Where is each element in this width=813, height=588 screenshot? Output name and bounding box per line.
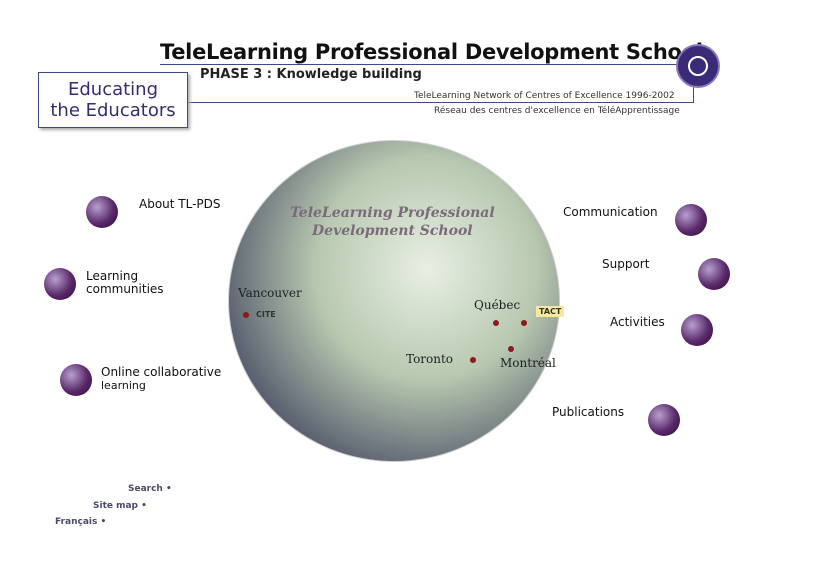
city-toronto[interactable]: Toronto <box>406 352 454 366</box>
publications-ball-icon[interactable] <box>648 404 680 436</box>
phase-subtitle: PHASE 3 : Knowledge building <box>200 67 422 82</box>
nav-support[interactable]: Support <box>602 257 650 271</box>
activities-ball-icon[interactable] <box>681 314 713 346</box>
learning-ball-icon[interactable] <box>44 268 76 300</box>
badge-line2: the Educators <box>50 100 176 121</box>
telelearning-logo <box>676 44 720 88</box>
city-montreal[interactable]: Montréal <box>500 356 556 370</box>
globe-title-2: Development School <box>312 223 473 239</box>
montreal-dot <box>508 346 514 352</box>
nav-publications[interactable]: Publications <box>552 405 625 419</box>
nav-learning-1: Learning <box>86 269 139 283</box>
city-vancouver[interactable]: Vancouver <box>238 286 302 300</box>
globe-title: TeleLearning Professional Development Sch… <box>290 204 495 240</box>
site-title: TeleLearning Professional Development Sc… <box>160 40 703 64</box>
online-ball-icon[interactable] <box>60 364 92 396</box>
tact-dot <box>521 320 527 326</box>
cite-label[interactable]: CITE <box>256 310 276 319</box>
toronto-dot <box>470 357 476 363</box>
footer-sitemap[interactable]: Site map • <box>93 501 147 511</box>
educating-badge[interactable]: Educating the Educators <box>38 72 188 128</box>
nav-activities[interactable]: Activities <box>610 315 665 329</box>
nav-learning-2: communities <box>86 282 164 296</box>
quebec-dot <box>493 320 499 326</box>
nav-online-2: learning <box>101 379 146 392</box>
city-quebec[interactable]: Québec <box>474 298 521 312</box>
nav-about[interactable]: About TL-PDS <box>139 197 221 211</box>
about-ball-icon[interactable] <box>86 196 118 228</box>
nav-online-collaborative[interactable]: Online collaborative learning <box>101 365 222 393</box>
support-ball-icon[interactable] <box>698 258 730 290</box>
badge-line1: Educating <box>67 79 159 100</box>
header-rule <box>188 86 694 103</box>
communication-ball-icon[interactable] <box>675 204 707 236</box>
globe-image <box>228 140 560 462</box>
footer-search[interactable]: Search • <box>128 484 172 494</box>
footer-francais[interactable]: Français • <box>55 517 107 527</box>
title-rule <box>160 64 680 65</box>
nav-learning-communities[interactable]: Learning communities <box>86 270 164 296</box>
tact-label[interactable]: TACT <box>536 306 565 317</box>
network-text: TeleLearning Network of Centres of Excel… <box>414 91 675 101</box>
nav-communication[interactable]: Communication <box>563 205 658 219</box>
nav-online-1: Online collaborative <box>101 365 222 379</box>
globe-title-1: TeleLearning Professional <box>290 205 495 221</box>
vancouver-dot <box>243 312 249 318</box>
network-text-fr: Réseau des centres d'excellence en TéléA… <box>434 106 680 116</box>
